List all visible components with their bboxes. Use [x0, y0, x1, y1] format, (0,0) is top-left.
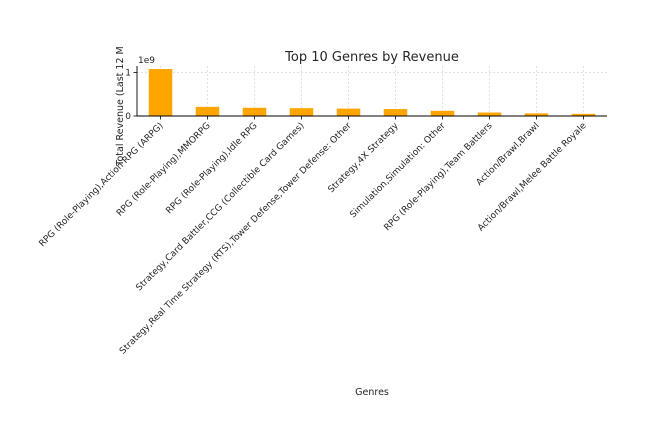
x-tick-label: Strategy,Real Time Strategy (RTS),Tower …: [118, 121, 354, 357]
bar: [242, 107, 267, 116]
y-tick-label: 0: [125, 112, 131, 122]
bar: [571, 113, 596, 116]
y-ticks: 01: [125, 69, 137, 122]
x-tick-label: Simulation,Simulation: Other: [348, 121, 447, 220]
grid: [137, 66, 607, 117]
bar: [148, 69, 173, 116]
y-axis-label: Total Revenue (Last 12 M: [115, 46, 126, 166]
chart-title: Top 10 Genres by Revenue: [284, 50, 459, 65]
x-tick-label: Strategy,Card Battler,CCG (Collectible C…: [134, 121, 306, 293]
bar: [195, 106, 220, 116]
bar: [524, 113, 549, 116]
x-tick-label: RPG (Role-Playing),MMORPG: [115, 121, 213, 219]
bars: [148, 69, 596, 116]
x-tick-label: RPG (Role-Playing),Idle RPG: [164, 121, 259, 216]
bar: [383, 109, 408, 116]
x-tick-label: Action/Brawl,Melee Battle Royale: [476, 121, 589, 234]
x-axis-label: Genres: [355, 387, 389, 398]
bar: [289, 108, 314, 116]
y-tick-label: 1: [125, 69, 131, 79]
axes: [136, 66, 607, 117]
bar: [477, 112, 502, 116]
bar: [430, 110, 455, 116]
y-axis-offset-label: 1e9: [138, 56, 155, 66]
bar: [336, 108, 361, 116]
